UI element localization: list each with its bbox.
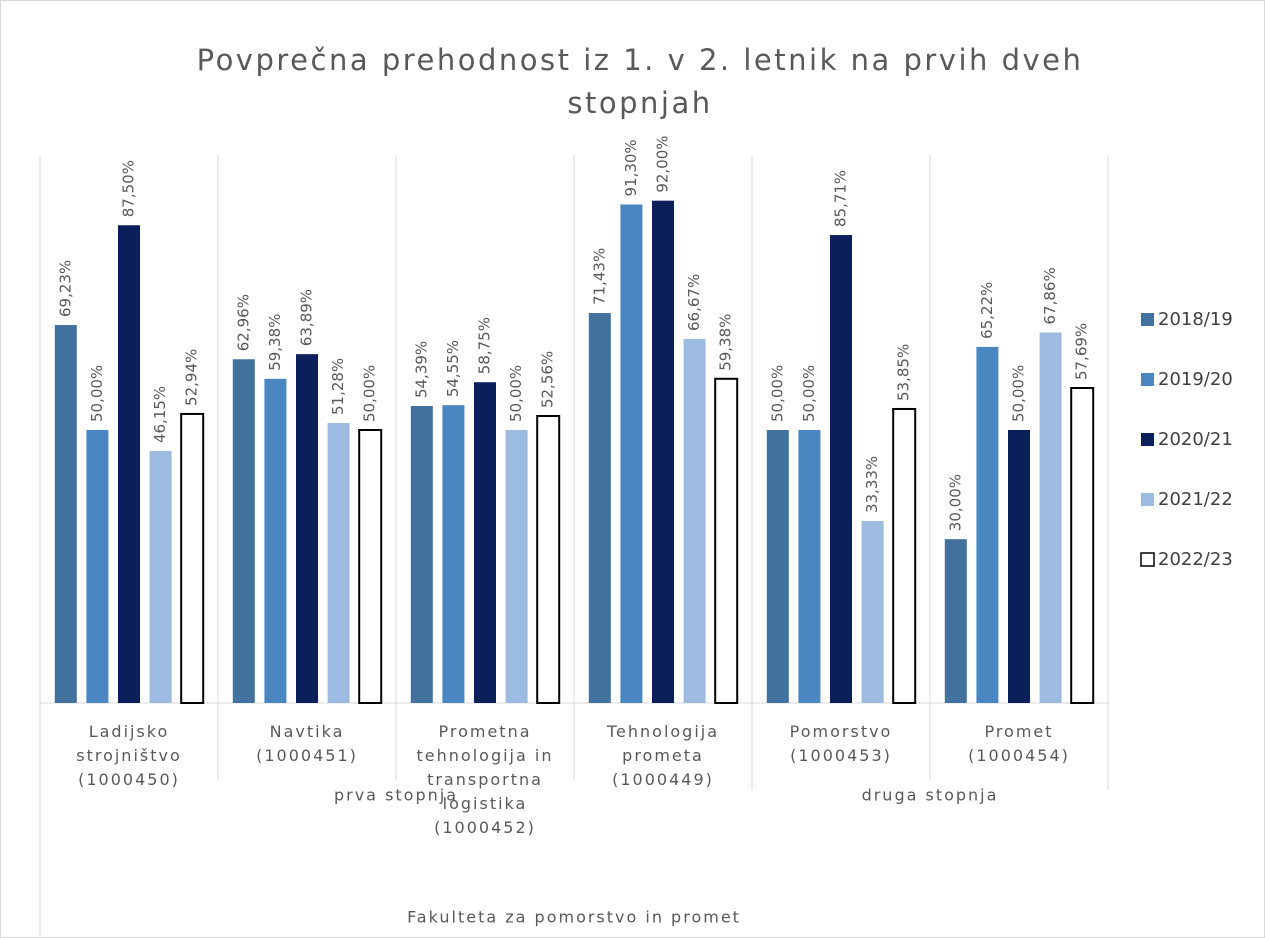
bar [474, 382, 496, 703]
data-label: 50,00% [507, 365, 525, 422]
data-label: 66,67% [685, 274, 703, 331]
data-label: 57,69% [1073, 323, 1091, 380]
legend-label: 2019/20 [1158, 369, 1233, 390]
bar [892, 407, 917, 704]
group-label: druga stopnja [862, 786, 999, 805]
data-label: 30,00% [946, 474, 964, 531]
bar [442, 405, 465, 703]
bar [766, 430, 789, 703]
data-label: 71,43% [590, 248, 608, 305]
bar [296, 354, 318, 703]
data-label: 65,22% [978, 282, 996, 339]
bar [1008, 430, 1030, 703]
bar [86, 430, 109, 703]
data-label: 67,86% [1041, 267, 1059, 324]
bar [652, 200, 674, 703]
bar [798, 430, 821, 703]
data-label: 91,30% [622, 139, 640, 196]
legend-swatch [1141, 433, 1154, 446]
bar [620, 204, 643, 703]
chart-title: Povprečna prehodnost iz 1. v 2. letnik n… [197, 43, 1084, 120]
data-label: 46,15% [151, 386, 169, 443]
x-tick-label: Promet (1000454) [968, 722, 1070, 765]
data-label: 53,85% [895, 344, 913, 401]
group-label: prva stopnja [334, 786, 458, 805]
bar [327, 423, 350, 703]
legend-label: 2021/22 [1158, 489, 1233, 510]
data-label: 69,23% [56, 260, 74, 317]
data-label: 54,39% [412, 341, 430, 398]
data-label: 59,38% [266, 314, 284, 371]
legend-swatch [1140, 552, 1155, 567]
data-label: 54,55% [444, 340, 462, 397]
bar [410, 406, 433, 703]
data-label: 50,00% [361, 365, 379, 422]
data-label: 50,00% [1010, 365, 1028, 422]
bar [714, 377, 739, 704]
bar [588, 312, 611, 703]
data-label: 50,00% [768, 365, 786, 422]
data-label: 62,96% [234, 294, 252, 351]
legend-swatch [1141, 313, 1154, 326]
legend-label: 2020/21 [1158, 429, 1233, 450]
data-label: 52,56% [539, 351, 557, 408]
bar [861, 521, 884, 703]
data-label: 87,50% [120, 160, 138, 217]
bar [232, 359, 255, 703]
bar [54, 325, 77, 703]
legend-label: 2018/19 [1158, 309, 1233, 330]
data-label: 58,75% [476, 317, 494, 374]
bar [976, 346, 999, 703]
legend-swatch [1141, 493, 1154, 506]
x-tick-label: Pomorstvo (1000453) [790, 722, 893, 765]
bar [944, 539, 967, 703]
data-label: 52,94% [183, 349, 201, 406]
data-label: 92,00% [654, 135, 672, 192]
data-label: 59,38% [717, 314, 735, 371]
x-tick-label: Tehnologija prometa (1000449) [606, 722, 719, 789]
bar [683, 338, 706, 703]
data-label: 63,89% [298, 289, 316, 346]
data-label: 33,33% [863, 456, 881, 513]
bar [118, 225, 140, 703]
x-tick-label: Ladijsko strojništvo (1000450) [76, 722, 182, 789]
bar [358, 429, 383, 704]
bar [830, 235, 852, 703]
top-group-label: Fakulteta za pomorstvo in promet [407, 908, 741, 927]
legend-label: 2022/23 [1158, 549, 1233, 570]
bar [1039, 332, 1062, 703]
bar [264, 378, 287, 703]
legend-swatch [1141, 373, 1154, 386]
bar [149, 451, 172, 703]
data-label: 85,71% [832, 170, 850, 227]
data-label: 50,00% [800, 365, 818, 422]
bar [180, 412, 205, 704]
data-label: 51,28% [329, 358, 347, 415]
data-label: 50,00% [88, 365, 106, 422]
bar [536, 415, 561, 704]
x-tick-label: Navtika (1000451) [256, 722, 358, 765]
x-tick-label: Prometna tehnologija in transportna logisti… [417, 722, 554, 837]
bar [1070, 387, 1095, 704]
bar [505, 430, 528, 703]
